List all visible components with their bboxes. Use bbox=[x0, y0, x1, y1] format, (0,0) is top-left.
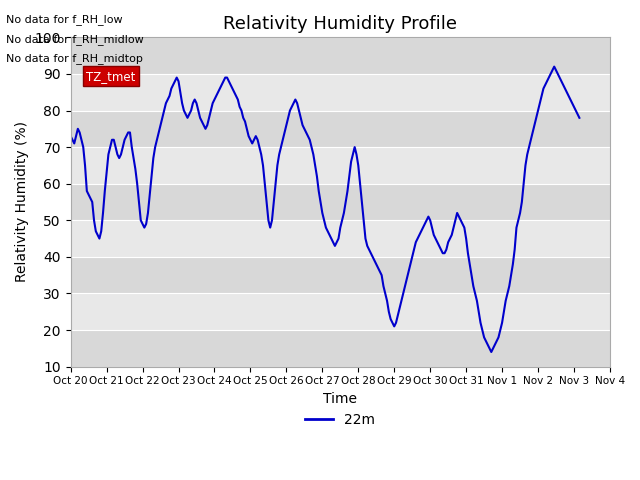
Bar bbox=[70, 184, 610, 220]
Bar bbox=[70, 257, 610, 293]
Bar bbox=[70, 110, 610, 147]
Title: Relativity Humidity Profile: Relativity Humidity Profile bbox=[223, 15, 458, 33]
Bar bbox=[70, 330, 610, 367]
X-axis label: Time: Time bbox=[323, 392, 357, 406]
Bar bbox=[70, 37, 610, 74]
Text: TZ_tmet: TZ_tmet bbox=[86, 70, 136, 83]
Y-axis label: Relativity Humidity (%): Relativity Humidity (%) bbox=[15, 121, 29, 283]
Text: No data for f_RH_low: No data for f_RH_low bbox=[6, 14, 123, 25]
Text: No data for f_RH_midlow: No data for f_RH_midlow bbox=[6, 34, 144, 45]
Legend: 22m: 22m bbox=[300, 407, 381, 432]
Text: No data for f_RH_midtop: No data for f_RH_midtop bbox=[6, 53, 143, 64]
